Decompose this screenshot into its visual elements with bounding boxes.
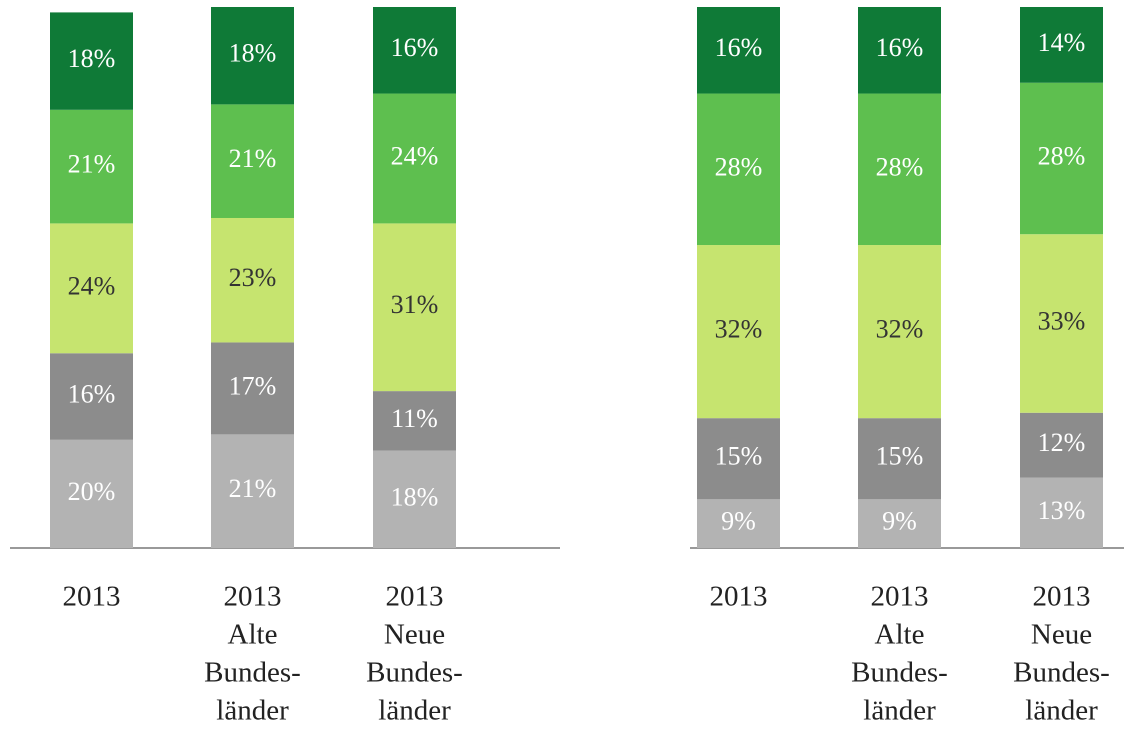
x-tick-label: länder	[378, 695, 451, 727]
bar-segment	[373, 391, 456, 451]
x-tick-label: Alte	[228, 619, 278, 651]
x-tick-label: Bundes-	[1013, 657, 1110, 689]
x-tick-label: 2013	[386, 581, 444, 613]
x-tick-label: länder	[1025, 695, 1098, 727]
value-label: 21%	[229, 474, 277, 503]
value-label: 15%	[715, 442, 763, 471]
value-label: 21%	[229, 144, 277, 173]
bar-segment	[50, 353, 133, 440]
value-label: 16%	[68, 379, 116, 408]
value-label: 28%	[876, 152, 924, 181]
value-label: 28%	[715, 152, 763, 181]
x-tick-label: 2013	[871, 581, 929, 613]
value-label: 24%	[68, 271, 116, 300]
value-label: 13%	[1038, 496, 1086, 525]
x-tick-label: Neue	[384, 619, 445, 651]
bar-segment	[211, 7, 294, 105]
value-label: 20%	[68, 477, 116, 506]
bar-segment	[211, 342, 294, 435]
bar-segment	[211, 434, 294, 548]
value-label: 12%	[1038, 428, 1086, 457]
bar-segment	[858, 418, 941, 500]
bar-segment	[1020, 234, 1103, 413]
bar-segment	[373, 223, 456, 392]
value-label: 9%	[882, 507, 917, 536]
bar-segment	[373, 7, 456, 94]
bar-segment	[1020, 82, 1103, 235]
bar-segment	[50, 109, 133, 224]
bar-segment	[697, 7, 780, 94]
value-label: 16%	[876, 33, 924, 62]
x-tick-label: 2013	[224, 581, 282, 613]
value-label: 16%	[715, 33, 763, 62]
x-tick-label: 2013	[710, 581, 768, 613]
x-tick-label: Neue	[1031, 619, 1092, 651]
bar-segment	[1020, 412, 1103, 478]
value-label: 28%	[1038, 141, 1086, 170]
value-label: 33%	[1038, 306, 1086, 335]
value-label: 15%	[876, 442, 924, 471]
value-label: 21%	[68, 150, 116, 179]
x-tick-label: länder	[863, 695, 936, 727]
value-label: 9%	[721, 507, 756, 536]
bar-segment	[858, 7, 941, 94]
bar-segment	[211, 217, 294, 343]
x-tick-label: Bundes-	[366, 657, 463, 689]
value-label: 24%	[391, 141, 439, 170]
x-tick-label: länder	[216, 695, 289, 727]
value-label: 16%	[391, 33, 439, 62]
bar-segment	[50, 223, 133, 354]
x-tick-label: Bundes-	[204, 657, 301, 689]
x-tick-label: Bundes-	[851, 657, 948, 689]
value-label: 17%	[229, 371, 277, 400]
bar-segment	[211, 104, 294, 218]
bar-segment	[50, 439, 133, 548]
bar-segment	[50, 12, 133, 110]
bar-segment	[1020, 7, 1103, 83]
value-label: 23%	[229, 263, 277, 292]
bar-segment	[697, 245, 780, 419]
value-label: 11%	[391, 404, 438, 433]
value-label: 31%	[391, 290, 439, 319]
value-label: 18%	[229, 39, 277, 68]
bar-segment	[697, 499, 780, 548]
bar-segment	[858, 245, 941, 419]
bar-segment	[697, 93, 780, 246]
value-label: 18%	[391, 482, 439, 511]
value-label: 32%	[876, 315, 924, 344]
bar-segment	[858, 499, 941, 548]
x-tick-label: Alte	[875, 619, 925, 651]
bar-segment	[1020, 477, 1103, 548]
value-label: 32%	[715, 315, 763, 344]
bar-segment	[858, 93, 941, 246]
value-label: 14%	[1038, 28, 1086, 57]
bar-segment	[373, 93, 456, 224]
bar-segment	[697, 418, 780, 500]
x-tick-label: 2013	[63, 581, 121, 613]
x-tick-label: 2013	[1033, 581, 1091, 613]
bar-segment	[373, 450, 456, 548]
value-label: 18%	[68, 44, 116, 73]
